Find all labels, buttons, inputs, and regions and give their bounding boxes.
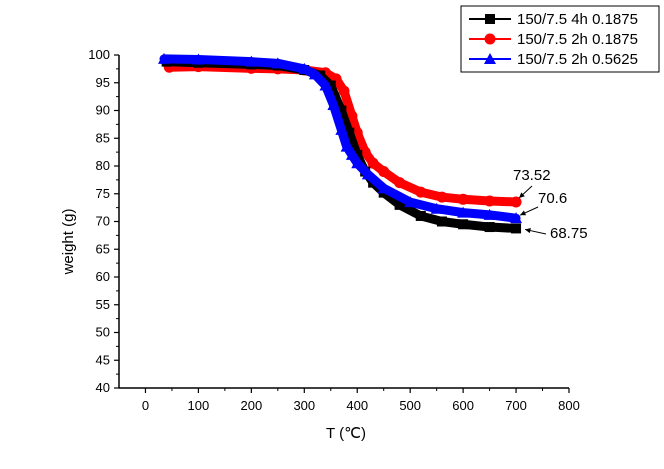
data-point <box>345 148 358 160</box>
data-point <box>346 110 358 122</box>
data-point <box>457 193 469 205</box>
y-tick-label: 75 <box>96 186 110 201</box>
data-point <box>484 222 495 233</box>
annotations: 73.52 70.6 68.75 <box>513 167 588 242</box>
data-point <box>394 199 405 210</box>
annotation-0: 73.52 <box>513 167 551 199</box>
y-tick-label: 65 <box>96 241 110 256</box>
data-point <box>458 219 469 230</box>
x-tick-label: 400 <box>346 398 368 413</box>
annotation-label: 73.52 <box>513 167 551 184</box>
data-point <box>351 157 364 169</box>
y-tick-label: 45 <box>96 352 110 367</box>
data-point <box>457 206 470 218</box>
data-point <box>359 146 371 158</box>
legend-item-1: 150/7.5 2h 0.1875 <box>469 31 638 48</box>
data-point <box>327 98 340 110</box>
data-point <box>404 196 417 208</box>
x-tick-label: 700 <box>505 398 527 413</box>
axes: 40 45 50 55 60 65 70 75 80 85 90 95 100 0 100 200 300 400… <box>60 47 580 442</box>
data-point <box>338 85 350 97</box>
data-point <box>436 216 447 227</box>
y-tick-label: 50 <box>96 325 110 340</box>
x-tick-label: 200 <box>241 398 263 413</box>
data-point <box>245 55 258 67</box>
x-tick-label: 100 <box>188 398 210 413</box>
data-point <box>340 140 353 152</box>
annotation-2: 68.75 <box>524 225 588 242</box>
series-2 <box>158 52 523 224</box>
annotation-1: 70.6 <box>519 190 567 216</box>
annotation-arrowhead <box>525 228 531 234</box>
data-point <box>483 208 496 220</box>
data-point <box>415 186 427 198</box>
data-point <box>298 62 311 74</box>
x-tick-label: 0 <box>142 398 149 413</box>
data-point <box>511 223 522 234</box>
y-tick-label: 100 <box>88 47 110 62</box>
data-point <box>308 68 321 80</box>
data-point <box>430 202 443 214</box>
data-point <box>361 168 374 180</box>
data-point <box>377 182 390 194</box>
y-tick-label: 70 <box>96 214 110 229</box>
data-point <box>271 57 284 69</box>
y-tick-label: 90 <box>96 103 110 118</box>
x-tick-label: 500 <box>399 398 421 413</box>
data-point <box>367 157 379 169</box>
legend-item-0: 150/7.5 4h 0.1875 <box>469 11 638 28</box>
y-tick-label: 95 <box>96 75 110 90</box>
data-point <box>510 212 523 224</box>
legend-label: 150/7.5 4h 0.1875 <box>517 11 638 28</box>
data-point <box>158 52 170 64</box>
legend-label: 150/7.5 2h 0.5625 <box>517 51 638 68</box>
annotation-label: 70.6 <box>538 190 567 207</box>
data-point <box>378 166 390 178</box>
x-axis-title: T (℃) <box>326 425 366 442</box>
data-point <box>484 195 496 207</box>
annotation-label: 68.75 <box>550 225 588 242</box>
data-point <box>394 177 406 189</box>
y-tick-label: 85 <box>96 130 110 145</box>
y-tick-label: 55 <box>96 297 110 312</box>
y-tick-label: 80 <box>96 158 110 173</box>
x-tick-label: 600 <box>452 398 474 413</box>
legend: 150/7.5 4h 0.1875 150/7.5 2h 0.1875 150/7.… <box>460 5 660 73</box>
y-tick-label: 60 <box>96 269 110 284</box>
legend-item-2: 150/7.5 2h 0.5625 <box>469 51 638 68</box>
y-tick-label: 40 <box>96 380 110 395</box>
data-point <box>344 127 355 138</box>
data-point <box>325 80 336 91</box>
data-point <box>335 123 348 135</box>
y-axis-title: weight (g) <box>60 209 77 276</box>
data-point <box>336 105 347 116</box>
data-point <box>485 14 495 24</box>
data-point <box>319 79 332 91</box>
data-point <box>436 191 448 203</box>
legend-label: 150/7.5 2h 0.1875 <box>517 31 638 48</box>
annotation-arrowhead <box>519 192 525 198</box>
data-point <box>192 53 205 65</box>
data-point <box>484 33 496 45</box>
x-tick-label: 800 <box>558 398 580 413</box>
data-point <box>415 210 426 221</box>
plot-area <box>158 52 523 234</box>
x-tick-label: 300 <box>293 398 315 413</box>
data-point <box>510 196 522 208</box>
data-point <box>484 53 496 64</box>
annotation-arrowhead <box>520 210 527 216</box>
